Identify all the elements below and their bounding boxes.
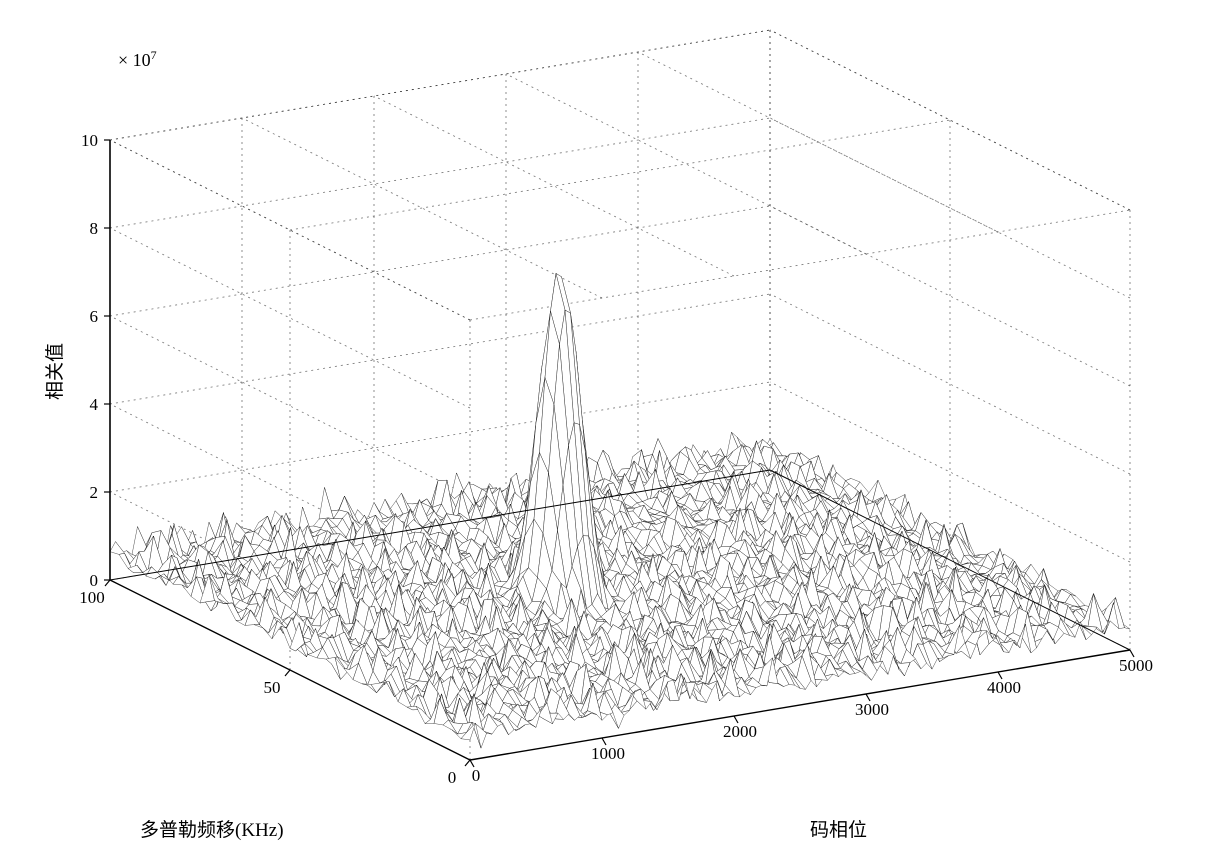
y-tick-label: 50 xyxy=(242,678,302,698)
surface-plot xyxy=(0,0,1208,856)
z-tick-label: 10 xyxy=(58,131,98,151)
z-tick-label: 2 xyxy=(58,483,98,503)
x-tick-label: 2000 xyxy=(710,722,770,742)
y-axis-label: 多普勒频移(KHz) xyxy=(140,815,284,842)
chart-container: × 107 相关值 码相位 多普勒频移(KHz) 0 2 4 6 8 100 1000 200… xyxy=(0,0,1208,856)
x-tick-label: 4000 xyxy=(974,678,1034,698)
z-axis-exponent: × 107 xyxy=(118,48,157,71)
z-tick-label: 6 xyxy=(58,307,98,327)
y-tick-label: 100 xyxy=(62,588,122,608)
y-tick-label: 0 xyxy=(422,768,482,788)
x-tick-label: 5000 xyxy=(1106,656,1166,676)
surface-mesh xyxy=(110,273,1130,748)
z-axis-label: 相关值 xyxy=(40,343,67,400)
z-tick-label: 8 xyxy=(58,219,98,239)
z-tick-label: 4 xyxy=(58,395,98,415)
x-tick-label: 3000 xyxy=(842,700,902,720)
x-axis-label: 码相位 xyxy=(810,815,867,842)
x-tick-label: 1000 xyxy=(578,744,638,764)
